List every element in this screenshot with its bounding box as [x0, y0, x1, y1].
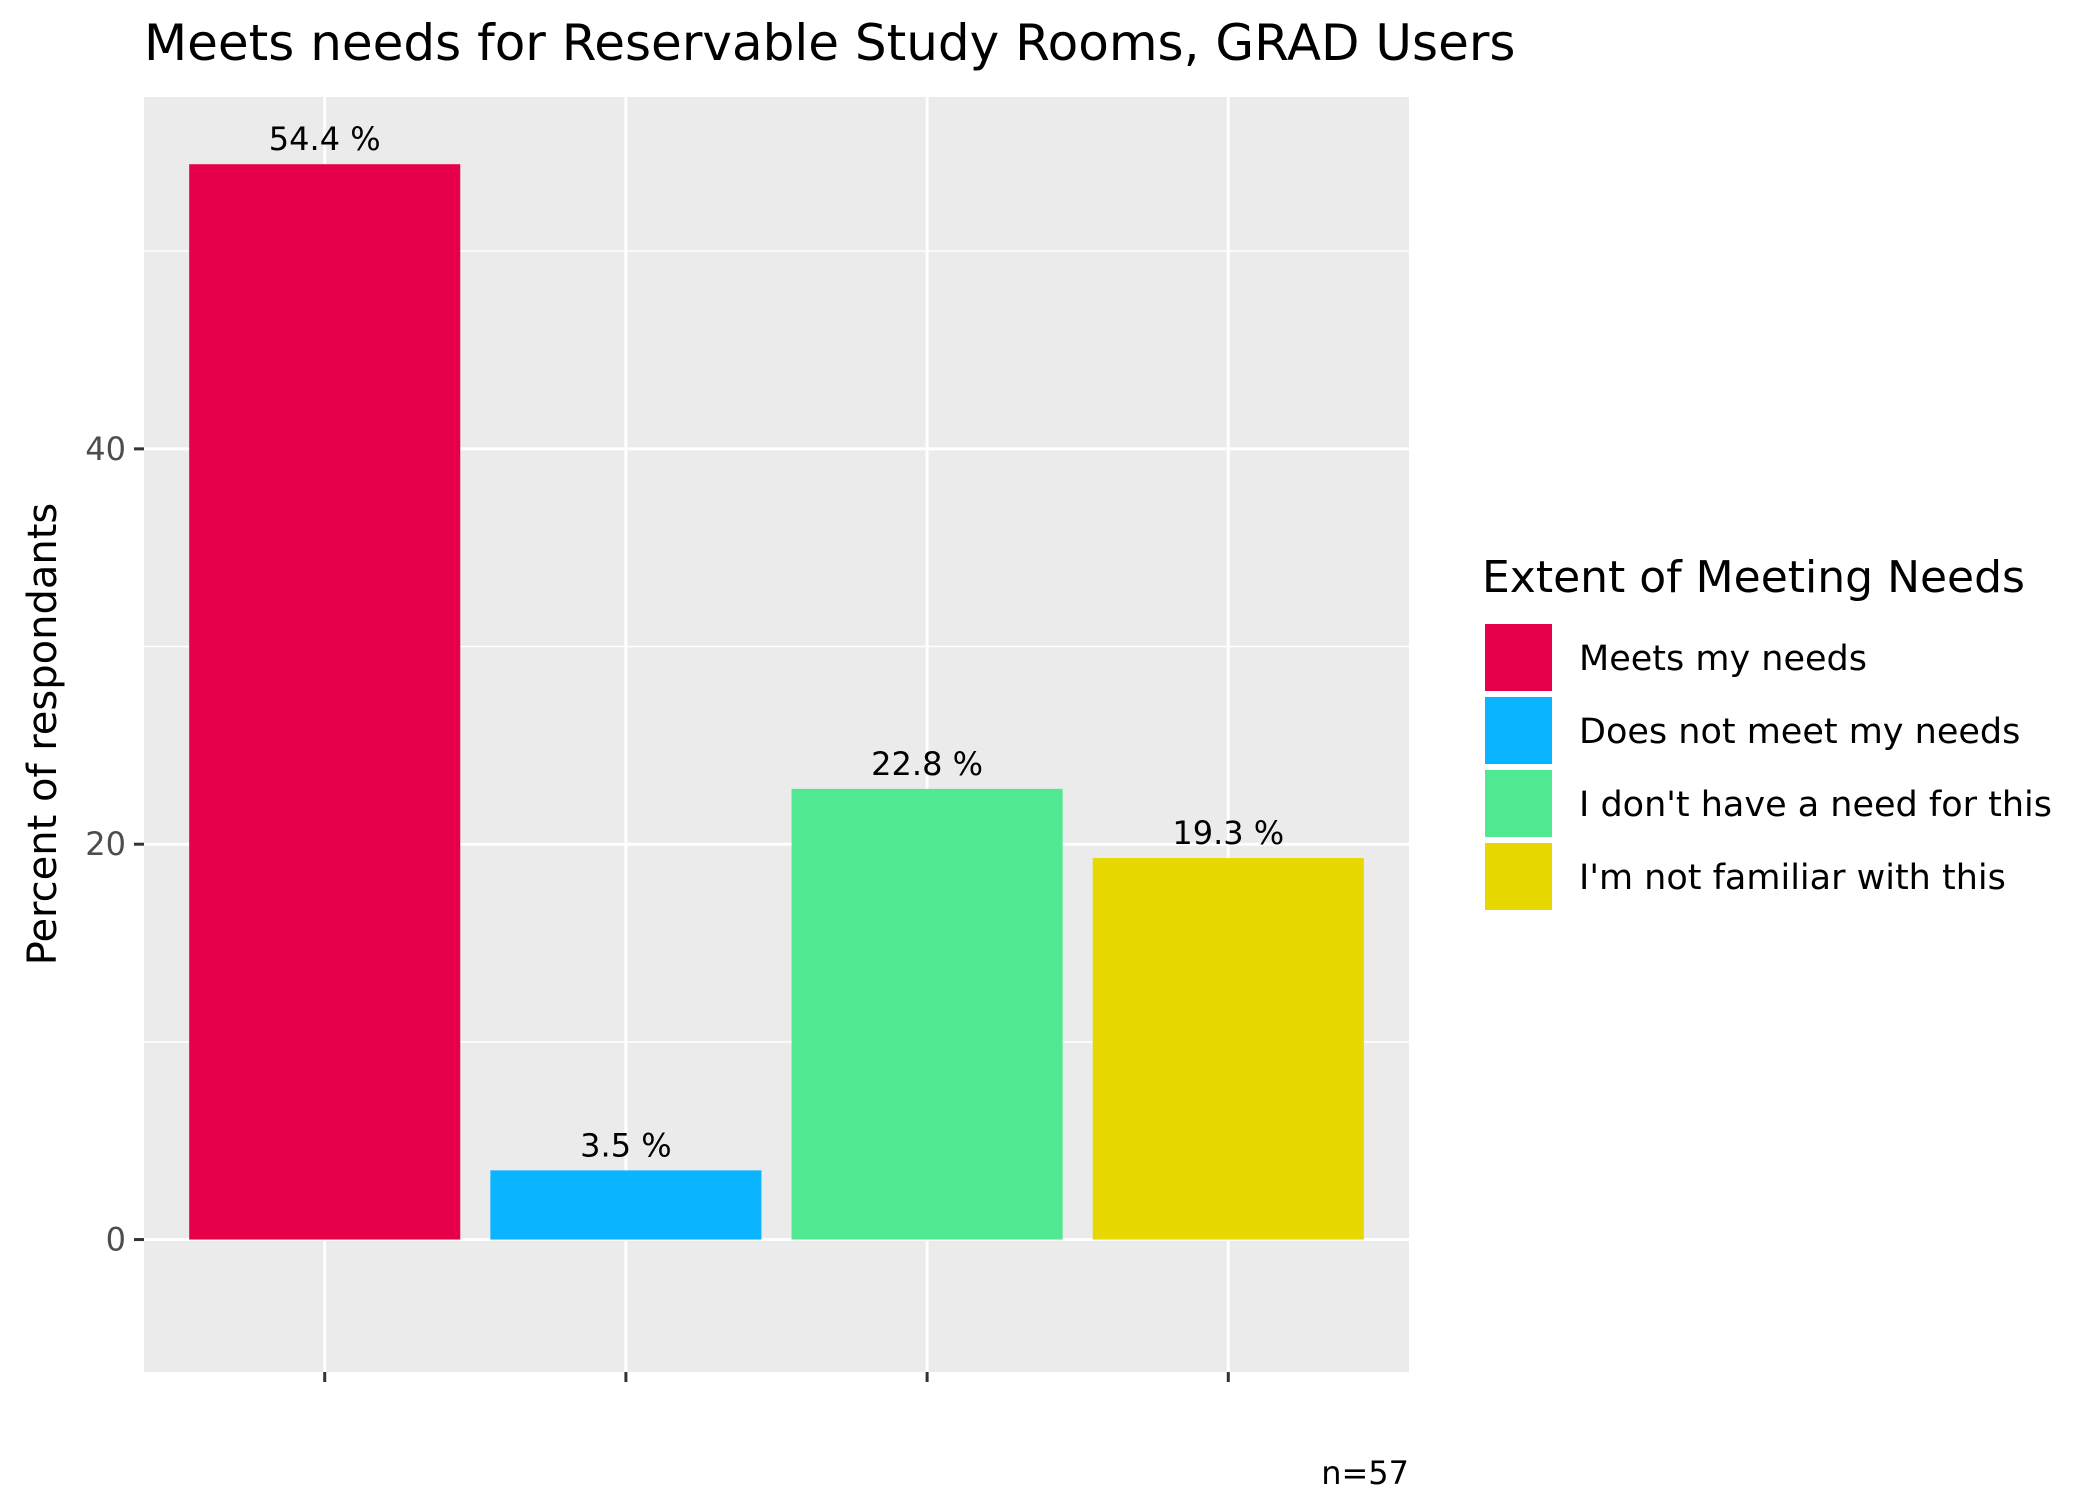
bars: [189, 164, 1364, 1240]
legend-swatch: [1483, 622, 1554, 693]
y-tick-label: 20: [85, 825, 126, 863]
legend-swatch: [1483, 695, 1554, 766]
sample-size-caption: n=57: [1321, 1454, 1409, 1492]
legend-swatch: [1483, 768, 1554, 839]
legend-item-label: Meets my needs: [1579, 639, 1867, 679]
bar: [490, 1170, 762, 1240]
bar: [1092, 858, 1364, 1240]
bar-value-label: 54.4 %: [269, 120, 381, 158]
legend-item-label: Does not meet my needs: [1579, 712, 2020, 752]
y-axis-title: Percent of respondants: [20, 503, 66, 966]
bar-value-label: 19.3 %: [1172, 814, 1284, 852]
legend-item-label: I'm not familiar with this: [1579, 858, 2006, 898]
legend-title: Extent of Meeting Needs: [1482, 552, 2025, 603]
chart-title: Meets needs for Reservable Study Rooms, …: [144, 14, 1515, 72]
bar: [189, 164, 461, 1240]
legend-swatch: [1483, 841, 1554, 912]
bar-labels: 54.4 % 3.5 % 22.8 % 19.3 %: [269, 120, 1284, 1164]
y-tick-label: 0: [106, 1221, 126, 1259]
legend-item-label: I don't have a need for this: [1579, 785, 2052, 825]
y-tick-label: 40: [85, 430, 126, 468]
bar-value-label: 3.5 %: [580, 1126, 671, 1164]
x-axis: [323, 1372, 1230, 1382]
bar: [791, 788, 1063, 1240]
bar-value-label: 22.8 %: [871, 745, 983, 783]
legend: Extent of Meeting Needs Meets my needs Do…: [1482, 552, 2052, 912]
y-axis: 0 20 40: [85, 430, 144, 1259]
